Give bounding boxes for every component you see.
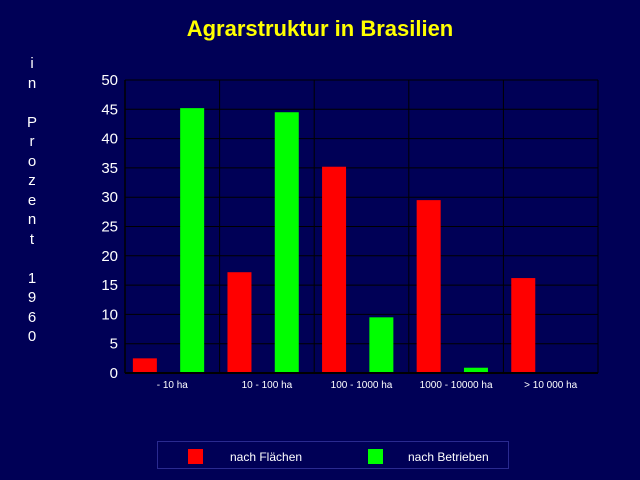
bar-flaechen: [511, 278, 536, 373]
bars: [132, 108, 536, 374]
x-tick-label: 100 - 1000 ha: [331, 380, 393, 391]
y-tick-label: 45: [101, 101, 118, 118]
bar-betrieben: [369, 317, 394, 373]
y-tick-label: 0: [110, 365, 118, 382]
y-axis-label: i n P r o z e n t 1 9 6 0: [26, 55, 37, 345]
y-tick-label: 10: [101, 306, 118, 323]
bar-flaechen: [416, 200, 441, 373]
y-tick-label: 15: [101, 277, 118, 294]
y-tick-label: 25: [101, 219, 118, 236]
bar-betrieben: [463, 367, 488, 373]
x-tick-label: 1000 - 10000 ha: [420, 380, 493, 391]
bar-flaechen: [322, 166, 347, 373]
bar-betrieben: [274, 112, 299, 373]
legend: nach Flächen nach Betrieben: [157, 441, 509, 469]
axes: [124, 80, 599, 374]
y-tick-label: 35: [101, 160, 118, 177]
chart-title: Agrarstruktur in Brasilien: [186, 16, 454, 41]
y-tick-label: 5: [110, 336, 118, 353]
x-tick-label: - 10 ha: [157, 380, 189, 391]
legend-label-betrieben: nach Betrieben: [408, 450, 489, 464]
y-tick-label: 40: [101, 131, 118, 148]
tick-labels: 0 5 10 15 20 25 30 35 40 45 50 - 10 ha 10 - 100 ha 10…: [101, 72, 577, 391]
bar-flaechen: [132, 358, 157, 373]
legend-label-flaechen: nach Flächen: [230, 450, 303, 464]
bar-betrieben: [180, 108, 205, 374]
y-tick-label: 20: [101, 248, 118, 265]
x-tick-label: 10 - 100 ha: [242, 380, 293, 391]
x-tick-label: > 10 000 ha: [524, 380, 578, 391]
legend-swatch-betrieben: [368, 449, 383, 464]
y-tick-label: 30: [101, 189, 118, 206]
bar-flaechen: [227, 272, 252, 373]
legend-swatch-flaechen: [188, 449, 203, 464]
y-tick-label: 50: [101, 72, 118, 89]
